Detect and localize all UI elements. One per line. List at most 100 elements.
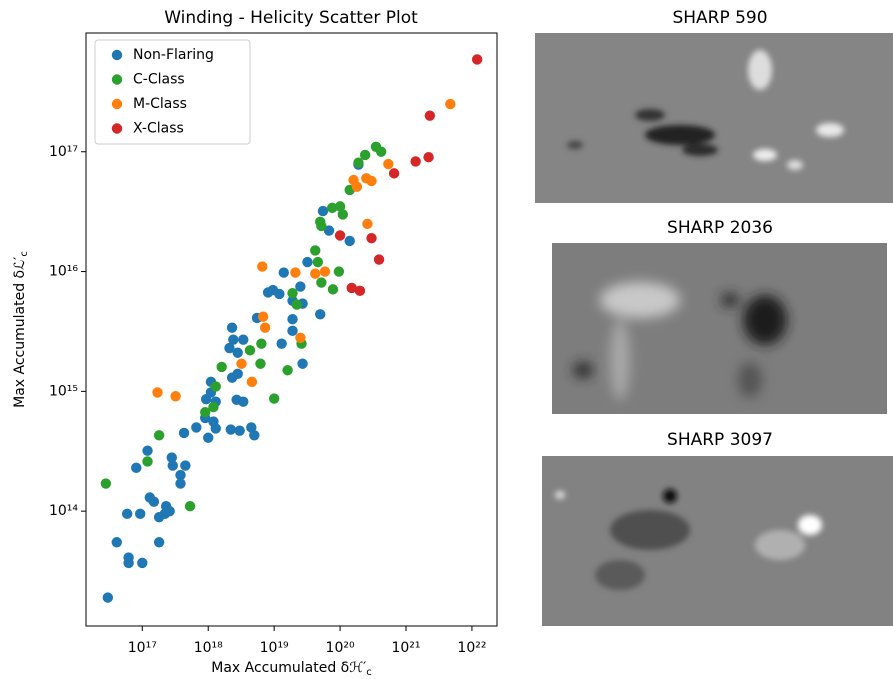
chart-title: Winding - Helicity Scatter Plot xyxy=(164,8,418,28)
scatter-point xyxy=(244,345,256,356)
scatter-point xyxy=(216,361,227,373)
label-text: Max Accumulated δℋ′ xyxy=(211,660,366,676)
scatter-point xyxy=(121,508,133,520)
y-axis-label: Max Accumulated δℒ′c xyxy=(12,251,30,408)
scatter-point xyxy=(327,202,338,214)
scatter-point xyxy=(353,157,364,168)
image-title: SHARP 2036 xyxy=(667,218,773,238)
scatter-point xyxy=(317,205,329,217)
scatter-point xyxy=(471,54,483,65)
legend-label: X-Class xyxy=(133,121,184,137)
x-tick-label: 10²² xyxy=(457,640,486,656)
image-title: SHARP 3097 xyxy=(667,430,773,450)
scatter-point xyxy=(208,401,219,413)
scatter-point xyxy=(295,281,306,292)
scatter-point xyxy=(287,287,298,299)
x-tick-label: 10¹⁹ xyxy=(260,640,289,656)
scatter-point xyxy=(203,432,214,443)
scatter-point xyxy=(200,406,211,418)
scatter-point xyxy=(410,156,421,167)
scatter-point xyxy=(344,235,355,247)
scatter-point xyxy=(200,394,212,405)
scatter-point xyxy=(362,218,373,230)
scatter-point xyxy=(166,452,177,463)
y-tick-label: 10¹⁴ xyxy=(49,503,78,519)
scatter-point xyxy=(334,201,346,212)
scatter-point xyxy=(137,557,148,569)
scatter-point xyxy=(232,347,243,358)
legend-label: C-Class xyxy=(133,72,185,88)
y-tick-label: 10¹⁷ xyxy=(49,144,78,160)
scatter-point xyxy=(310,245,321,256)
scatter-point xyxy=(267,284,279,296)
legend-marker xyxy=(111,49,123,61)
scatter-point xyxy=(295,332,306,343)
scatter-point xyxy=(123,557,134,569)
scatter-point xyxy=(236,358,247,369)
scatter-point xyxy=(388,168,400,179)
x-tick-label: 10¹⁷ xyxy=(128,640,157,656)
scatter-point xyxy=(142,445,153,456)
scatter-point xyxy=(226,372,238,383)
label-subscript: c xyxy=(19,251,30,257)
scatter-point xyxy=(170,391,181,402)
scatter-point xyxy=(424,110,436,121)
x-tick-label: 10¹⁸ xyxy=(194,640,223,656)
scatter-point xyxy=(153,537,165,548)
scatter-point xyxy=(228,334,239,345)
scatter-point xyxy=(383,158,394,170)
scatter-point xyxy=(346,282,357,294)
scatter-point xyxy=(359,149,371,161)
image-title: SHARP 590 xyxy=(672,8,767,28)
scatter-point xyxy=(333,266,345,277)
scatter-point xyxy=(178,427,190,439)
scatter-point xyxy=(210,423,221,434)
scatter-point xyxy=(153,512,165,523)
scatter-point xyxy=(291,299,302,310)
scatter-point xyxy=(259,322,271,333)
scatter-point xyxy=(255,358,266,369)
legend: Non-Flaring C-Class M-Class X-Class xyxy=(94,39,251,145)
scatter-point xyxy=(246,376,258,388)
legend-marker xyxy=(111,123,123,134)
scatter-point xyxy=(175,478,186,489)
scatter-point xyxy=(276,338,287,349)
scatter-point xyxy=(153,430,165,441)
scatter-point xyxy=(152,387,163,398)
scatter-point xyxy=(287,325,298,337)
scatter-point xyxy=(256,338,267,349)
scatter-point xyxy=(337,209,349,220)
legend-marker xyxy=(111,74,123,85)
magnetogram xyxy=(552,243,887,414)
scatter-point xyxy=(175,469,186,481)
scatter-point xyxy=(238,396,249,407)
scatter-point xyxy=(312,256,324,268)
scatter-point xyxy=(316,277,327,288)
scatter-point xyxy=(225,424,236,435)
legend-label: M-Class xyxy=(133,96,187,112)
scatter-point xyxy=(375,146,387,157)
scatter-point xyxy=(334,230,346,241)
scatter-point xyxy=(268,393,280,404)
scatter-point xyxy=(111,537,122,548)
scatter-point xyxy=(445,98,456,110)
scatter-point xyxy=(366,232,377,244)
scatter-point xyxy=(316,220,327,232)
scatter-point xyxy=(238,334,249,345)
scatter-point xyxy=(351,181,363,192)
scatter-point xyxy=(184,500,196,512)
scatter-point xyxy=(210,381,221,392)
scatter-point xyxy=(180,460,191,471)
scatter-point xyxy=(246,422,257,433)
legend-marker xyxy=(111,98,123,110)
legend-frame xyxy=(94,39,251,145)
legend-label: Non-Flaring xyxy=(133,47,214,63)
scatter-point xyxy=(297,358,308,369)
x-tick-label: 10²¹ xyxy=(391,640,420,656)
scatter-point xyxy=(135,508,146,520)
scatter-point xyxy=(287,314,298,325)
scatter-point xyxy=(257,311,269,322)
plot-frame xyxy=(85,32,498,627)
